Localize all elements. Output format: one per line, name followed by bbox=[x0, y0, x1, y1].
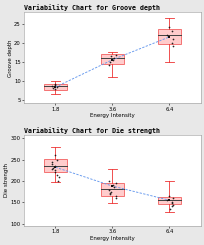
Point bbox=[50, 84, 53, 88]
Point bbox=[108, 60, 111, 64]
Point bbox=[113, 181, 117, 185]
Point bbox=[167, 194, 170, 198]
Point bbox=[55, 172, 59, 176]
Point bbox=[53, 153, 57, 157]
Text: Variability Chart for Groove depth: Variability Chart for Groove depth bbox=[24, 4, 159, 11]
Point bbox=[51, 166, 54, 170]
Point bbox=[108, 191, 111, 195]
Point bbox=[114, 194, 117, 198]
Point bbox=[55, 158, 59, 161]
Bar bbox=[100, 54, 124, 63]
Point bbox=[109, 190, 112, 194]
Point bbox=[53, 83, 57, 87]
Text: Variability Chart for Die strength: Variability Chart for Die strength bbox=[24, 127, 159, 134]
X-axis label: Energy Intensity: Energy Intensity bbox=[90, 236, 134, 241]
Point bbox=[165, 198, 168, 202]
Point bbox=[106, 188, 110, 192]
Point bbox=[114, 53, 117, 57]
Point bbox=[171, 37, 174, 41]
Point bbox=[106, 63, 110, 67]
Point bbox=[109, 54, 112, 58]
Y-axis label: Groove depth: Groove depth bbox=[8, 39, 12, 77]
Point bbox=[168, 207, 171, 211]
Point bbox=[167, 25, 170, 29]
Y-axis label: Die strength: Die strength bbox=[4, 163, 9, 197]
Point bbox=[50, 160, 53, 164]
Point bbox=[55, 86, 59, 89]
Point bbox=[170, 29, 173, 33]
Point bbox=[114, 196, 117, 200]
Point bbox=[50, 167, 54, 171]
Bar bbox=[157, 197, 181, 204]
Point bbox=[111, 58, 114, 62]
Point bbox=[171, 196, 174, 200]
Point bbox=[171, 44, 174, 48]
Point bbox=[108, 192, 111, 196]
Point bbox=[57, 175, 60, 179]
Bar bbox=[43, 159, 67, 172]
X-axis label: Energy Intensity: Energy Intensity bbox=[90, 113, 134, 118]
Point bbox=[165, 33, 168, 37]
Point bbox=[171, 203, 174, 207]
Bar bbox=[157, 29, 181, 45]
Point bbox=[107, 179, 110, 183]
Point bbox=[53, 164, 57, 168]
Point bbox=[53, 83, 57, 86]
Point bbox=[169, 41, 173, 45]
Bar bbox=[43, 85, 67, 90]
Point bbox=[53, 87, 56, 91]
Point bbox=[111, 183, 114, 187]
Point bbox=[50, 162, 53, 166]
Point bbox=[112, 56, 115, 60]
Point bbox=[112, 185, 115, 189]
Point bbox=[53, 168, 57, 172]
Point bbox=[169, 200, 173, 204]
Point bbox=[169, 204, 172, 208]
Point bbox=[170, 201, 173, 205]
Bar bbox=[100, 183, 124, 196]
Point bbox=[51, 86, 54, 90]
Point bbox=[56, 179, 60, 183]
Point bbox=[53, 171, 56, 174]
